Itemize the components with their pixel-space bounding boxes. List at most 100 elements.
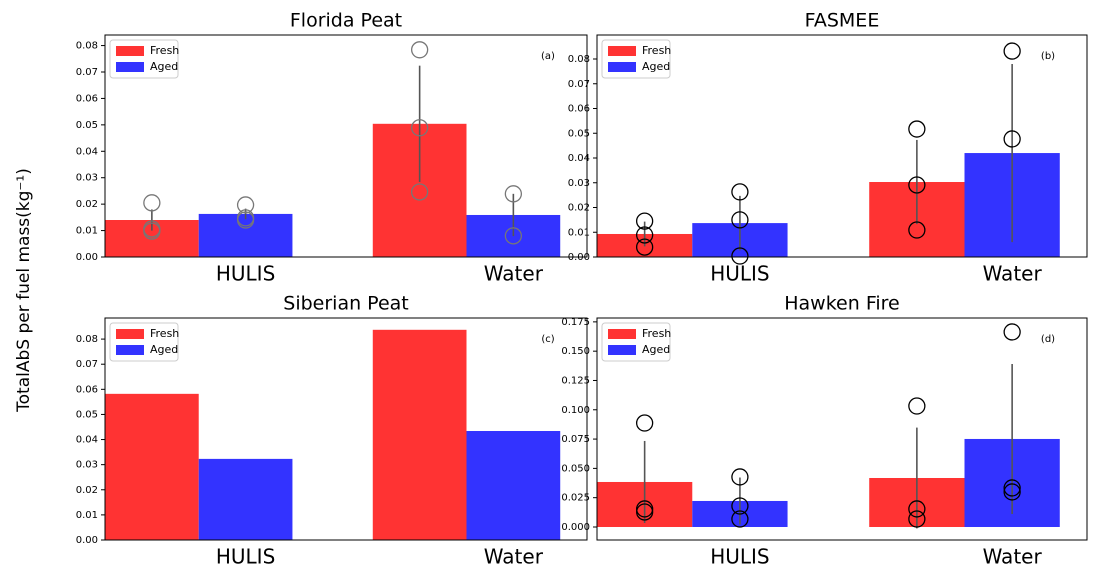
axes-frame (596, 317, 1088, 541)
y-tick-label: 0.150 (561, 346, 590, 357)
legend-label: Fresh (150, 44, 179, 57)
y-tick-label: 0.04 (76, 435, 98, 446)
data-point (410, 41, 429, 59)
y-tick-label: 0.03 (568, 178, 590, 189)
subplot-title: Florida Peat (290, 10, 402, 32)
subplot-title: Hawken Fire (784, 293, 899, 315)
axes-frame (104, 317, 588, 541)
annotation: (c) (541, 334, 554, 345)
annotation: (a) (541, 51, 555, 62)
y-tick-label: 0.04 (76, 146, 98, 157)
x-tick-label: Water (983, 262, 1043, 286)
bar (198, 213, 293, 257)
data-point (143, 222, 161, 240)
subplot: Hawken Fire 0.000 0.025 0.050 0.075 0.100 0.12… (561, 293, 1088, 565)
y-tick-label: 0.02 (76, 199, 98, 210)
y-tick-label: 0.08 (568, 54, 590, 65)
subplot: FASMEE 0.00 0.01 0.02 0.03 0.04 0.05 0.06 0.07 0.… (568, 10, 1088, 286)
data-point (1003, 42, 1021, 60)
legend-swatch (116, 46, 144, 56)
bar (105, 393, 199, 540)
y-tick-label: 0.125 (561, 375, 590, 386)
legend-label: Fresh (642, 44, 671, 57)
y-tick-label: 0.050 (561, 463, 590, 474)
data-point (908, 120, 926, 138)
y-tick-label: 0.01 (76, 226, 98, 237)
legend-swatch (608, 345, 636, 355)
legend-label: Fresh (150, 327, 179, 340)
y-tick-label: 0.07 (76, 359, 98, 370)
legend-swatch (116, 345, 144, 355)
bar (372, 329, 467, 540)
y-tick-label: 0.175 (561, 317, 590, 328)
data-point (908, 510, 926, 528)
data-point (908, 221, 926, 239)
data-point (635, 238, 654, 256)
data-point (635, 503, 654, 521)
data-point (731, 510, 749, 528)
x-tick-label: HULIS (710, 262, 769, 286)
data-point (908, 397, 926, 415)
data-point (1003, 323, 1021, 341)
legend-swatch (608, 329, 636, 339)
y-tick-label: 0.04 (568, 153, 590, 164)
data-point (635, 226, 654, 244)
data-point (908, 500, 926, 518)
subplot-title: FASMEE (805, 10, 880, 32)
subplot-title: Siberian Peat (283, 293, 408, 315)
y-tick-label: 0.08 (76, 41, 98, 52)
data-point (236, 196, 255, 214)
data-point (143, 194, 161, 212)
y-tick-label: 0.07 (76, 67, 98, 78)
data-point (635, 212, 654, 230)
x-tick-label: Water (983, 545, 1043, 565)
subplot: Siberian Peat 0.00 0.01 0.02 0.03 0.04 0.05 0.0… (76, 293, 588, 565)
legend-swatch (116, 329, 144, 339)
y-tick-label: 0.00 (76, 535, 98, 546)
axes-frame (104, 34, 588, 258)
axes-frame (596, 34, 1088, 258)
annotation: (d) (1041, 334, 1055, 345)
bar (466, 431, 561, 540)
data-point (410, 119, 429, 137)
y-tick-label: 0.03 (76, 173, 98, 184)
data-point (731, 211, 749, 229)
y-tick-label: 0.05 (76, 120, 98, 131)
y-tick-label: 0.02 (76, 485, 98, 496)
data-point (504, 227, 523, 245)
legend-label: Aged (642, 60, 670, 73)
y-tick-label: 0.01 (568, 227, 590, 238)
y-tick-label: 0.08 (76, 334, 98, 345)
y-tick-label: 0.07 (568, 79, 590, 90)
data-point (731, 497, 749, 515)
data-point (1003, 130, 1021, 148)
y-tick-label: 0.06 (76, 384, 98, 395)
y-tick-label: 0.03 (76, 460, 98, 471)
annotation: (b) (1041, 51, 1055, 62)
data-point (908, 176, 926, 194)
data-point (1003, 479, 1021, 497)
data-point (731, 247, 749, 265)
legend-label: Aged (150, 343, 178, 356)
legend-label: Aged (642, 343, 670, 356)
legend-swatch (608, 62, 636, 72)
y-tick-label: 0.025 (561, 493, 590, 504)
y-tick-label: 0.06 (76, 93, 98, 104)
x-tick-label: Water (484, 545, 544, 565)
y-tick-label: 0.05 (76, 409, 98, 420)
data-point (236, 211, 255, 229)
y-tick-label: 0.100 (561, 405, 590, 416)
data-point (410, 183, 429, 201)
subplot: Florida Peat 0.00 0.01 0.02 0.03 0.04 0.05 0.06… (76, 10, 588, 286)
x-tick-label: HULIS (216, 545, 275, 565)
y-tick-label: 0.02 (568, 203, 590, 214)
y-tick-label: 0.00 (568, 252, 590, 263)
legend-label: Aged (150, 60, 178, 73)
x-tick-label: Water (484, 262, 544, 286)
x-tick-label: HULIS (216, 262, 275, 286)
y-tick-label: 0.01 (76, 510, 98, 521)
y-tick-label: 0.00 (76, 252, 98, 263)
data-point (1003, 483, 1021, 501)
y-tick-label: 0.075 (561, 434, 590, 445)
